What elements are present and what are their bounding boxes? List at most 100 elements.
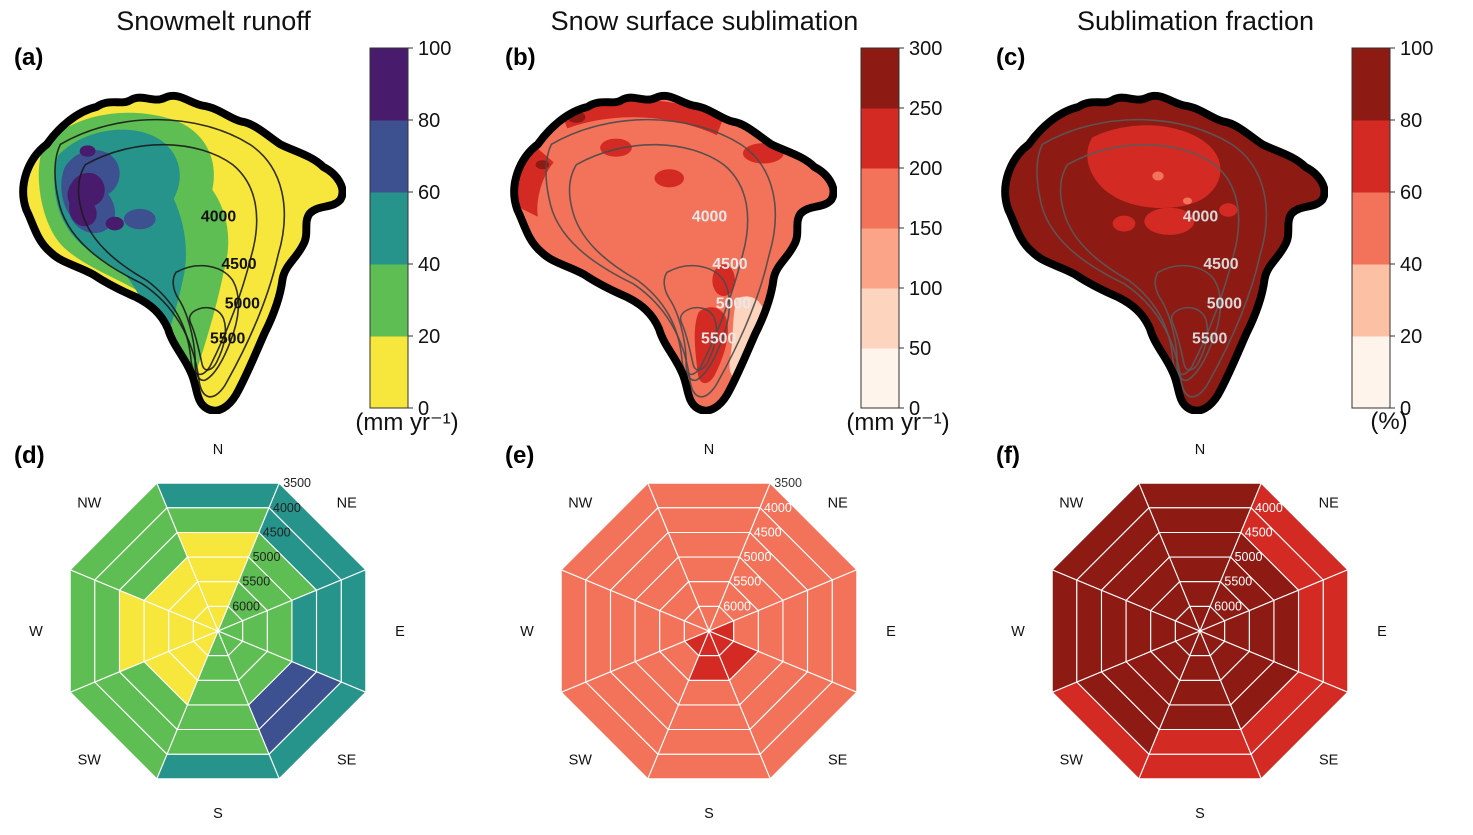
radar-e: 3500 4000 4500 5000 5500 6000 N NE E SE S SW W NW — [491, 430, 951, 835]
radar-direction-label-SE: SE — [1319, 753, 1339, 769]
contour-label: 5000 — [1207, 296, 1242, 313]
radar-cell-S-1 — [1148, 728, 1252, 755]
radar-cell-N-1 — [657, 507, 761, 534]
radar-cell-S-1 — [166, 728, 270, 755]
colorbar-tick-label: 250 — [909, 98, 942, 120]
radar-cell-W-2 — [118, 589, 145, 673]
colorbar-b: 0 50 100 150 200 250 300 — [859, 36, 971, 431]
map-a: 4000 4500 5000 5500 — [6, 40, 347, 419]
radar-cell-N-0 — [155, 482, 281, 509]
colorbar-segment — [1352, 192, 1390, 265]
contour-line — [679, 306, 718, 371]
colorbar-tick-label: 300 — [909, 38, 942, 60]
radar-ring-label: 6000 — [1214, 599, 1242, 613]
colorbar-tick-label: 80 — [1400, 110, 1422, 132]
radar-direction-label-NW: NW — [1059, 495, 1083, 511]
radar-direction-label-S: S — [704, 806, 714, 822]
map-region — [105, 216, 124, 231]
radar-cell-W-1 — [585, 579, 612, 683]
colorbar-segment — [1352, 120, 1390, 193]
colorbar-tick-label: 20 — [418, 326, 440, 348]
colorbar-segment — [370, 120, 408, 193]
panel-c: Sublimation fraction (c) 4000 4500 5000 550… — [982, 0, 1473, 435]
radar-ring-label: 5500 — [242, 575, 270, 589]
colorbar-segment — [861, 228, 899, 289]
panel-f-letter: (f) — [996, 442, 1020, 469]
radar-direction-label-SE: SE — [337, 753, 357, 769]
colorbar-segment — [370, 48, 408, 121]
radar-direction-label-W: W — [1011, 624, 1025, 640]
contour-line — [663, 264, 731, 382]
radar-direction-label-NW: NW — [77, 495, 101, 511]
panel-d-letter: (d) — [14, 442, 45, 469]
radar-direction-label-E: E — [886, 624, 896, 640]
radar-ring-label: 5000 — [253, 550, 281, 564]
radar-direction-label-E: E — [1377, 624, 1387, 640]
colorbar-tick-label: 100 — [909, 278, 942, 300]
map-region — [79, 145, 96, 157]
radar-cell-W-2 — [1100, 589, 1127, 673]
contour-label: 5500 — [210, 331, 245, 348]
radar-cell-N-2 — [1158, 531, 1242, 558]
map-region — [654, 169, 684, 188]
colorbar-a-svg: 0 20 40 60 80 100 — [369, 38, 451, 420]
contour-label: 4500 — [1203, 256, 1238, 273]
panel-a-title: Snowmelt runoff — [116, 6, 311, 36]
map-region — [560, 99, 724, 136]
colorbar-tick-label: 20 — [1400, 326, 1422, 348]
panel-e-letter: (e) — [505, 442, 535, 469]
contour-label: 5000 — [225, 296, 260, 313]
colorbar-c-svg: 0 20 40 60 80 100 — [1351, 38, 1433, 420]
radar-cell-W-0 — [1051, 568, 1078, 694]
colorbar-frame — [369, 47, 409, 409]
radar-cell-NW-5 — [1174, 605, 1202, 633]
radar-cell-S-0 — [1137, 753, 1263, 780]
map-border — [1001, 91, 1329, 415]
panel-d: (d) 3500 4000 4500 5000 5500 6000 N NE E SE S SW W NW — [0, 430, 491, 835]
radar-cell-N-1 — [166, 507, 270, 534]
contour-line — [1154, 264, 1222, 382]
map-b-svg: 4000 4500 5000 5500 — [510, 91, 838, 415]
radar-cell-W-0 — [560, 568, 587, 694]
contour-label: 5500 — [701, 331, 736, 348]
map-border — [19, 91, 347, 415]
radar-cell-S-2 — [176, 704, 260, 731]
panel-b: Snow surface sublimation (b) 4000 4500 500… — [491, 0, 982, 436]
map-region — [1152, 171, 1164, 181]
contour-label: 4500 — [712, 256, 747, 273]
radar-ring-label: 4000 — [764, 501, 792, 515]
panel-b-letter: (b) — [505, 44, 536, 71]
radar-cell-E-1 — [1297, 579, 1324, 683]
contour-label: 4500 — [221, 256, 256, 273]
radar-ring-label: 3500 — [283, 476, 311, 490]
radar-cell-N-1 — [1148, 507, 1252, 534]
radar-f-svg: 3500 4000 4500 5000 5500 6000 N NE E SE S SW W NW — [1011, 442, 1387, 822]
colorbar-segment — [861, 288, 899, 349]
radar-direction-label-N: N — [213, 442, 223, 458]
map-c: 4000 4500 5000 5500 — [988, 40, 1329, 419]
radar-cell-E-0 — [340, 568, 367, 694]
radar-direction-label-NW: NW — [568, 495, 592, 511]
radar-direction-label-SW: SW — [78, 753, 102, 769]
contour-label: 4000 — [692, 208, 727, 225]
panel-b-title: Snow surface sublimation — [550, 6, 859, 36]
radar-ring-label: 6000 — [232, 599, 260, 613]
contour-line — [188, 306, 227, 371]
radar-ring-label: 4500 — [1245, 526, 1273, 540]
colorbar-segment — [370, 264, 408, 337]
radar-cell-E-1 — [806, 579, 833, 683]
radar-cell-E-0 — [831, 568, 858, 694]
map-region — [1144, 207, 1195, 235]
radar-cell-S-2 — [667, 704, 751, 731]
radar-direction-label-W: W — [29, 624, 43, 640]
contour-line — [1170, 306, 1209, 371]
radar-cell-N-2 — [176, 531, 260, 558]
map-region — [67, 172, 105, 227]
radar-cell-NW-5 — [192, 605, 220, 633]
colorbar-tick-label: 60 — [1400, 182, 1422, 204]
radar-e-svg: 3500 4000 4500 5000 5500 6000 N NE E SE S SW W NW — [520, 442, 896, 822]
colorbar-tick-label: 0 — [1400, 398, 1411, 420]
radar-cell-E-2 — [1273, 589, 1300, 673]
map-region — [729, 296, 765, 379]
radar-ring-label: 4500 — [263, 526, 291, 540]
